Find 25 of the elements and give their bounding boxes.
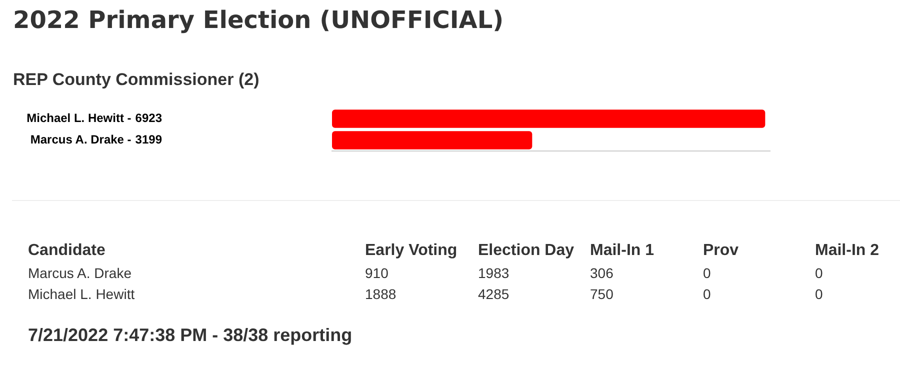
data-label: 1888 bbox=[365, 286, 396, 302]
text: Michael L. Hewitt bbox=[28, 286, 135, 302]
text: 7/21/2022 7:47:38 PM - 38/38 reporting bbox=[28, 325, 352, 346]
y-tick-label: Michael L. Hewitt - bbox=[26, 111, 132, 126]
data-label: 3199 bbox=[135, 132, 162, 147]
data-label: 6923 bbox=[135, 111, 162, 126]
category-label: Mail-In 2 bbox=[815, 242, 880, 260]
category-label: Prov bbox=[703, 242, 739, 260]
data-label: 0 bbox=[703, 265, 711, 281]
text: Marcus A. Drake bbox=[28, 265, 132, 281]
y-tick-label: Marcus A. Drake - bbox=[30, 132, 132, 147]
data-label: 4285 bbox=[478, 286, 510, 302]
category-label: Election Day bbox=[478, 242, 574, 260]
data-label: 0 bbox=[815, 286, 823, 302]
category-label: Early Voting bbox=[365, 242, 458, 260]
data-label: 910 bbox=[365, 265, 388, 281]
category-label: Mail-In 1 bbox=[590, 242, 654, 260]
legend-title: Candidate bbox=[28, 242, 106, 260]
text: REP County Commissioner (2) bbox=[13, 70, 260, 90]
data-label: 0 bbox=[815, 265, 823, 281]
data-label: 306 bbox=[590, 265, 614, 281]
data-label: 1983 bbox=[478, 265, 510, 281]
data-label: 750 bbox=[590, 286, 614, 302]
chart-title: 2022 Primary Election (UNOFFICIAL) bbox=[13, 6, 504, 34]
data-label: 0 bbox=[703, 286, 711, 302]
